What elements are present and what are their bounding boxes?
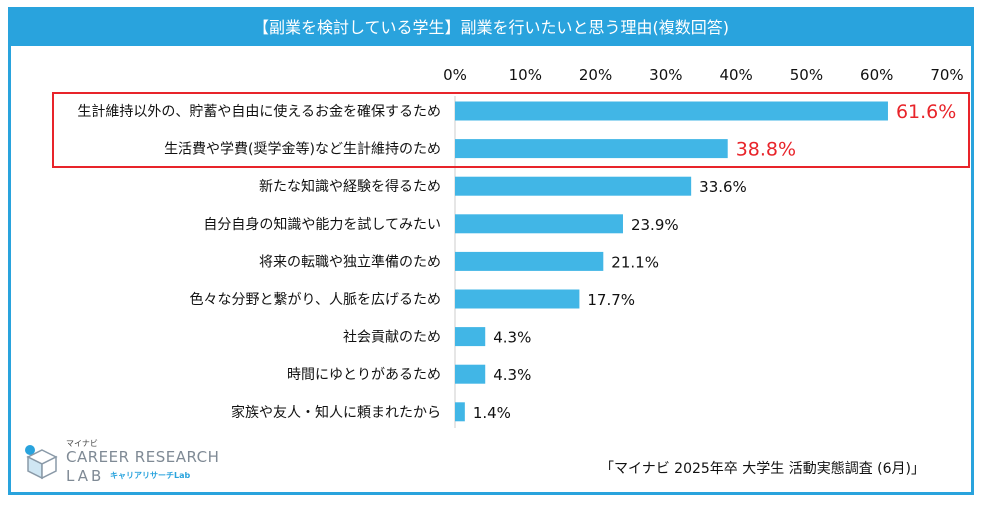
data-label: 4.3% <box>493 329 531 347</box>
logo-line1: CAREER RESEARCH <box>66 448 220 466</box>
x-tick-label: 60% <box>860 66 893 84</box>
x-tick-label: 20% <box>579 66 612 84</box>
bar <box>455 251 604 271</box>
source-note: 「マイナビ 2025年卒 大学生 活動実態調査 (6月)」 <box>600 461 925 477</box>
x-tick-label: 50% <box>790 66 823 84</box>
bar <box>455 101 888 121</box>
data-label: 38.8% <box>736 139 796 161</box>
chart-frame: 【副業を検討している学生】副業を行いたいと思う理由(複数回答) <box>8 7 974 495</box>
category-label: 社会貢献のため <box>343 330 441 346</box>
x-tick-label: 0% <box>443 66 467 84</box>
x-tick-label: 10% <box>509 66 542 84</box>
logo-sub: キャリアリサーチLab <box>110 471 191 480</box>
data-label: 61.6% <box>896 101 956 123</box>
data-label: 33.6% <box>699 178 747 196</box>
category-label: 生計維持以外の、貯蓄や自由に使えるお金を確保するため <box>77 103 441 120</box>
data-label: 23.9% <box>631 216 679 234</box>
category-label: 生活費や学費(奨学金等)など生計維持のため <box>164 141 441 158</box>
x-tick-label: 70% <box>930 66 963 84</box>
bar <box>455 214 623 234</box>
x-tick-label: 40% <box>719 66 752 84</box>
bar <box>455 289 580 309</box>
logo-cube-icon <box>25 445 58 480</box>
category-label: 新たな知識や経験を得るため <box>259 178 441 195</box>
logo-brand: マイナビ <box>66 439 98 448</box>
category-label: 時間にゆとりがあるため <box>287 367 441 383</box>
x-tick-label: 30% <box>649 66 682 84</box>
bar <box>455 402 465 422</box>
category-label: 家族や友人・知人に頼まれたから <box>231 404 441 421</box>
data-label: 21.1% <box>611 253 659 271</box>
data-label: 17.7% <box>587 291 635 309</box>
category-label: 自分自身の知識や能力を試してみたい <box>203 216 441 233</box>
category-label: 将来の転職や独立準備のため <box>259 254 441 270</box>
chart-title: 【副業を検討している学生】副業を行いたいと思う理由(複数回答) <box>11 10 971 46</box>
category-label: 色々な分野と繋がり、人脈を広げるため <box>190 291 441 308</box>
data-label: 4.3% <box>493 366 531 384</box>
data-label: 1.4% <box>473 404 511 422</box>
bar <box>455 364 486 384</box>
bar <box>455 176 692 196</box>
logo-line2: LAB <box>66 467 105 485</box>
bar <box>455 327 486 347</box>
career-research-lab-logo: マイナビ CAREER RESEARCH LAB キャリアリサーチLab <box>22 438 222 488</box>
highlight-box <box>52 92 970 168</box>
bar <box>455 139 728 159</box>
